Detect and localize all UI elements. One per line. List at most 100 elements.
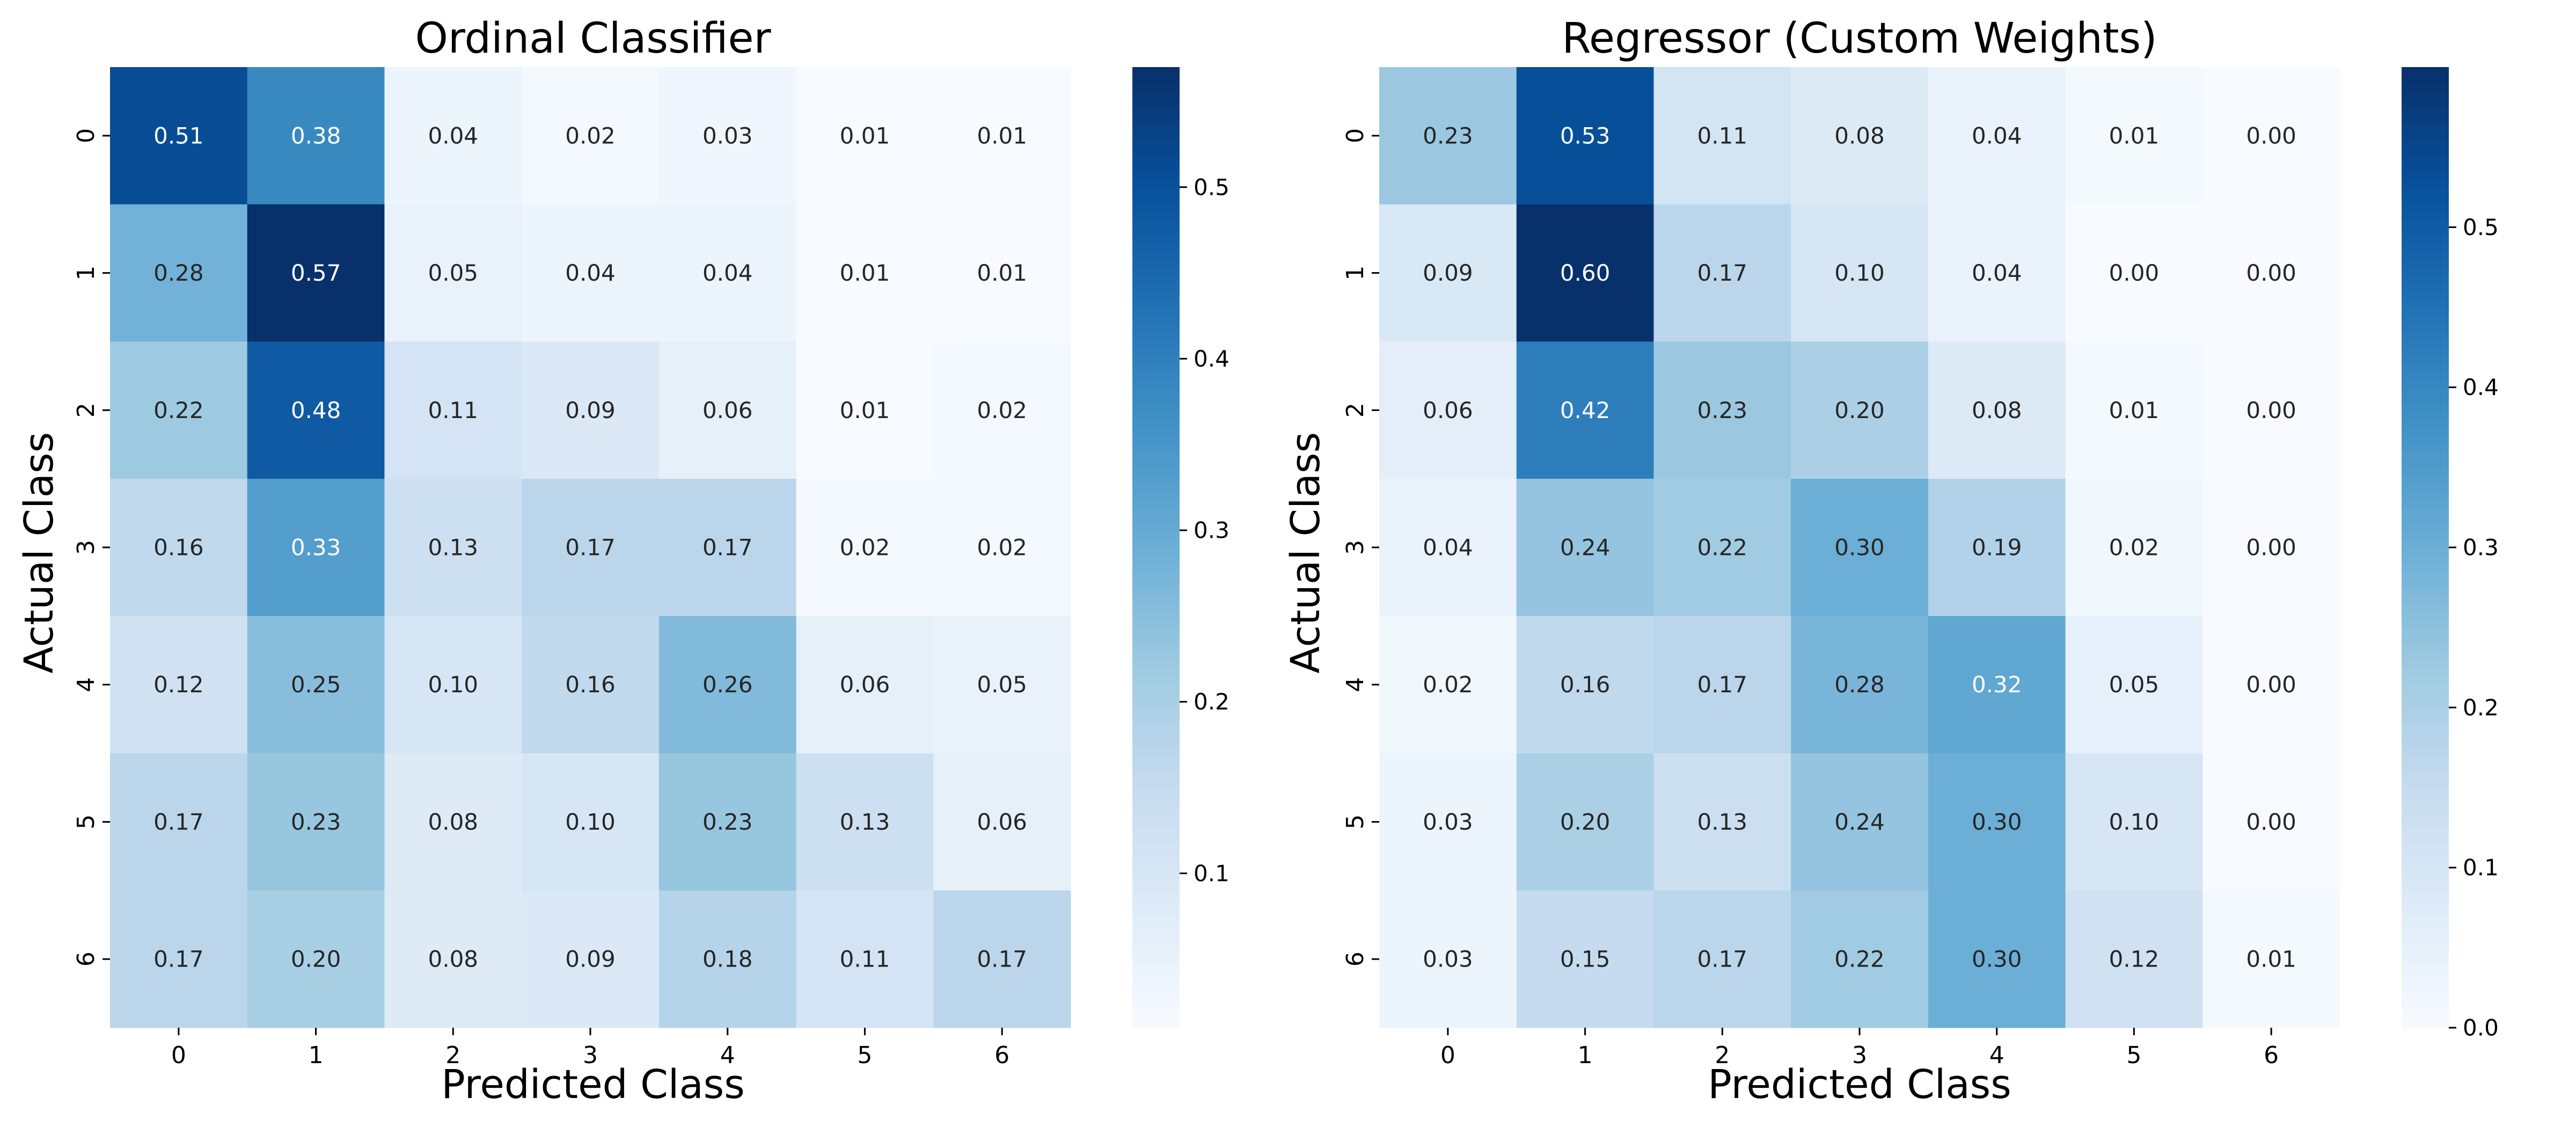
colorbar-segment: [2402, 243, 2449, 252]
heatmap-cell: [1653, 890, 1791, 1028]
colorbar-segment: [2402, 731, 2449, 740]
colorbar-segment: [2402, 339, 2449, 348]
colorbar-segment: [1132, 987, 1180, 997]
colorbar-segment: [1132, 955, 1180, 964]
heatmap-cell: [796, 341, 934, 479]
colorbar-segment: [2402, 507, 2449, 516]
colorbar-segment: [2402, 515, 2449, 524]
cell-value-label: 0.16: [1560, 671, 1611, 698]
colorbar-segment: [1132, 779, 1180, 788]
heatmap-cell: [933, 479, 1071, 617]
colorbar-segment: [1132, 179, 1180, 188]
colorbar-segment: [1132, 243, 1180, 252]
heatmap-cell: [2065, 204, 2203, 342]
cell-value-label: 0.28: [153, 260, 204, 286]
colorbar-segment: [2402, 635, 2449, 644]
colorbar-segment: [2402, 587, 2449, 596]
cell-value-label: 0.11: [1697, 122, 1748, 149]
y-axis-label: Actual Class: [1283, 432, 1329, 674]
colorbar: 0.0 0.1 0.2 0.3 0.4 0.5: [2402, 67, 2499, 1041]
colorbar-segment: [2402, 91, 2449, 100]
heatmap-cell: [1653, 616, 1791, 754]
colorbar-segment: [2402, 955, 2449, 964]
colorbar-segment: [2402, 403, 2449, 412]
cell-value-label: 0.06: [840, 671, 890, 698]
chart-title: Ordinal Classifier: [415, 14, 771, 63]
heatmap-cell: [522, 616, 660, 754]
heatmap-cell: [110, 890, 248, 1028]
colorbar-segment: [1132, 171, 1180, 180]
heatmap-cell: [247, 479, 385, 617]
colorbar-segment: [1132, 819, 1180, 829]
heatmap-cell: [110, 753, 248, 891]
colorbar-segment: [1132, 811, 1180, 821]
colorbar-segment: [2402, 459, 2449, 468]
colorbar-segment: [2402, 643, 2449, 652]
colorbar-segment: [2402, 323, 2449, 332]
colorbar-segment: [1132, 347, 1180, 356]
heatmap-cell: [384, 890, 522, 1028]
colorbar-segment: [2402, 787, 2449, 796]
y-tick-label: 5: [1342, 814, 1369, 829]
colorbar-segment: [2402, 675, 2449, 684]
cell-value-label: 0.00: [2246, 122, 2296, 149]
colorbar-segment: [1132, 315, 1180, 324]
cell-value-label: 0.17: [153, 946, 204, 972]
colorbar-tick-label: 0.5: [2463, 214, 2499, 240]
colorbar-segment: [1132, 427, 1180, 436]
colorbar-segment: [2402, 683, 2449, 692]
colorbar-segment: [1132, 419, 1180, 428]
colorbar-segment: [1132, 971, 1180, 980]
cell-value-label: 0.11: [840, 946, 890, 972]
colorbar-segment: [2402, 1012, 2449, 1021]
colorbar-segment: [1132, 459, 1180, 468]
colorbar-segment: [1132, 555, 1180, 564]
cell-value-label: 0.30: [1834, 535, 1885, 561]
colorbar-segment: [2402, 836, 2449, 844]
heatmap-cell: [1379, 479, 1517, 617]
heatmap-cell: [933, 616, 1071, 754]
colorbar-segment: [1132, 859, 1180, 868]
heatmap-cell: [1516, 67, 1654, 205]
x-tick-label: 5: [857, 1042, 872, 1069]
heatmap-cell: [658, 616, 797, 754]
heatmap-cell: [384, 616, 522, 754]
heatmap-cell: [796, 67, 934, 205]
colorbar-segment: [1132, 867, 1180, 876]
colorbar-segment: [2402, 740, 2449, 748]
colorbar-segment: [1132, 211, 1180, 220]
colorbar-segment: [1132, 547, 1180, 556]
heatmap-cell: [247, 341, 385, 479]
cell-value-label: 0.32: [1972, 671, 2022, 698]
cell-value-label: 0.17: [977, 946, 1027, 972]
colorbar-segment: [2402, 659, 2449, 668]
heatmap-cell: [1791, 341, 1929, 479]
colorbar-segment: [2402, 99, 2449, 108]
heatmap-cell: [247, 204, 385, 342]
colorbar-segment: [1132, 395, 1180, 404]
cell-value-label: 0.17: [1697, 946, 1748, 972]
colorbar-segment: [2402, 219, 2449, 228]
colorbar-segment: [2402, 315, 2449, 324]
cell-value-label: 0.06: [1423, 397, 1473, 423]
heatmap-cell: [247, 67, 385, 205]
heatmap-cell: [1653, 753, 1791, 891]
colorbar-segment: [1132, 627, 1180, 636]
colorbar-segment: [2402, 771, 2449, 780]
colorbar-segment: [2402, 307, 2449, 316]
colorbar-segment: [1132, 755, 1180, 764]
heatmap-cell: [933, 67, 1071, 205]
colorbar-segment: [2402, 603, 2449, 612]
colorbar-segment: [1132, 651, 1180, 660]
x-tick-label: 0: [171, 1042, 186, 1069]
cell-value-label: 0.33: [291, 535, 341, 561]
cell-value-label: 0.60: [1560, 260, 1611, 286]
heatmap-cell: [384, 341, 522, 479]
heatmap-cell: [110, 67, 248, 205]
colorbar-segment: [1132, 587, 1180, 596]
colorbar-segment: [2402, 491, 2449, 500]
cell-value-label: 0.00: [2246, 671, 2296, 698]
colorbar-segment: [1132, 227, 1180, 236]
colorbar-segment: [2402, 619, 2449, 628]
